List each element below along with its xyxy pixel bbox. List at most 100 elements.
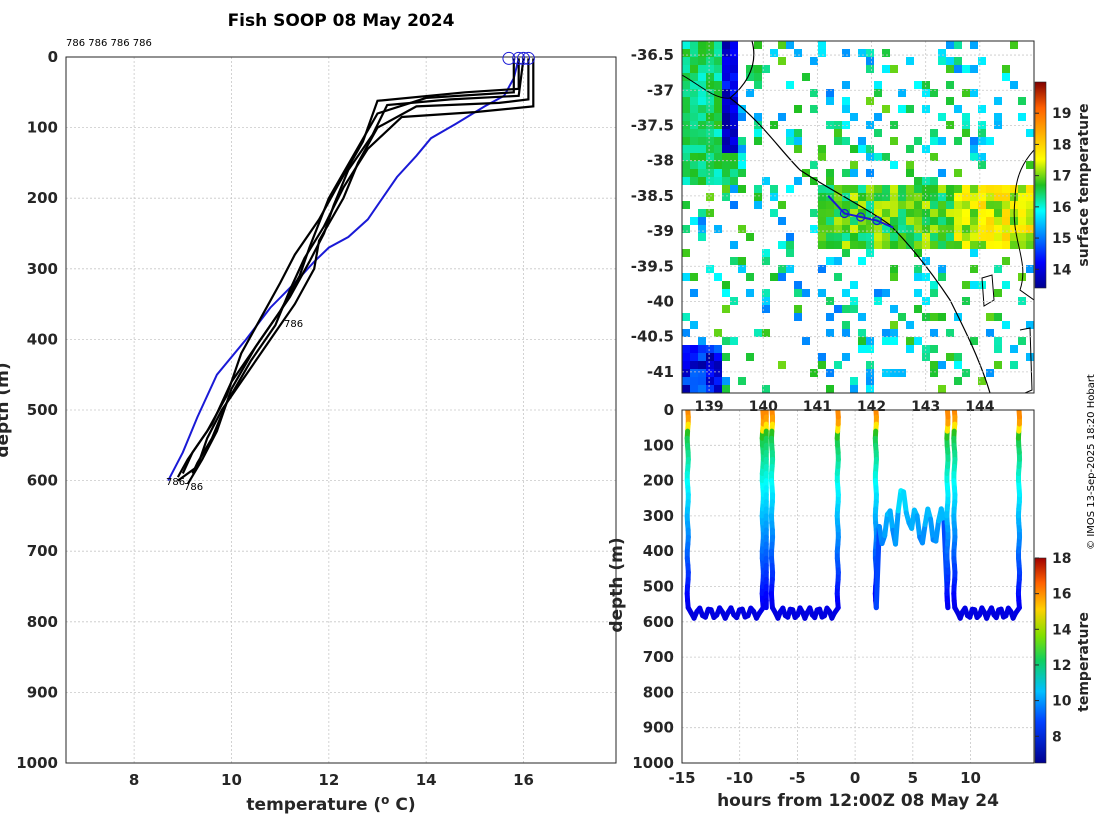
sst-cell (706, 209, 714, 217)
sst-cell (722, 73, 730, 81)
sst-cell (906, 169, 914, 177)
sst-cell (938, 225, 946, 233)
sst-cell (850, 145, 858, 153)
cast-window (768, 410, 841, 621)
sst-cell (842, 201, 850, 209)
sst-cell (722, 49, 730, 57)
sst-cell (946, 193, 954, 201)
map-y-tick-label: -37 (647, 81, 674, 99)
sst-cell (826, 241, 834, 249)
map-y-tick-label: -40.5 (631, 328, 674, 346)
sst-cell (930, 241, 938, 249)
sst-cell (994, 361, 1002, 369)
sst-cell (850, 185, 858, 193)
sst-cell (842, 193, 850, 201)
sst-cell (722, 353, 730, 361)
sst-cell (938, 273, 946, 281)
sst-cell (762, 297, 770, 305)
sst-cell (866, 97, 874, 105)
sst-cell (890, 161, 898, 169)
sst-cell (722, 385, 730, 393)
sst-cell (1026, 217, 1034, 225)
sst-cell (978, 233, 986, 241)
sst-cell (706, 369, 714, 377)
sst-cell (1010, 225, 1018, 233)
sst-cell (930, 129, 938, 137)
sst-cell (874, 129, 882, 137)
x-tick-label: 8 (129, 771, 139, 789)
sst-cell (754, 201, 762, 209)
sst-cell (906, 193, 914, 201)
sst-cell (722, 57, 730, 65)
sst-cell (706, 353, 714, 361)
sst-cell (698, 121, 706, 129)
map-colorbar-tick-label: 16 (1052, 200, 1071, 216)
sst-cell (786, 129, 794, 137)
sst-cell (730, 297, 738, 305)
sst-cell (714, 225, 722, 233)
sst-cell (842, 81, 850, 89)
sst-cell (898, 241, 906, 249)
sst-cell (890, 369, 898, 377)
sst-cell (978, 185, 986, 193)
sst-cell (738, 153, 746, 161)
sst-cell (794, 145, 802, 153)
sst-cell (914, 209, 922, 217)
section-colorbar-tick-label: 14 (1052, 622, 1072, 638)
sst-cell (970, 209, 978, 217)
sst-cell (914, 249, 922, 257)
sst-cell (730, 65, 738, 73)
sst-cell (722, 185, 730, 193)
sst-cell (954, 209, 962, 217)
sst-cell (866, 361, 874, 369)
sst-cell (954, 57, 962, 65)
sst-cell (722, 81, 730, 89)
sst-cell (850, 201, 858, 209)
sst-cell (954, 137, 962, 145)
sst-cell (954, 225, 962, 233)
section-colorbar-tick-label: 10 (1052, 694, 1072, 710)
profile-label-1: 786 (284, 319, 303, 330)
sst-cell (762, 257, 770, 265)
sst-cell (1002, 73, 1010, 81)
y-tick-label: 300 (27, 260, 58, 278)
sst-cell (794, 177, 802, 185)
sst-cell (978, 121, 986, 129)
sst-cell (714, 377, 722, 385)
sst-cell (730, 137, 738, 145)
section-casts (684, 410, 1023, 621)
sst-cell (1018, 217, 1026, 225)
sst-cell (690, 345, 698, 353)
sst-cell (882, 105, 890, 113)
sst-cell (826, 169, 834, 177)
map-colorbar-label: surface temperature (1076, 103, 1092, 266)
map-colorbar-tick-label: 14 (1052, 262, 1072, 278)
sst-cell (818, 225, 826, 233)
temperature-section-plot: -15 -10 -5 0 5 100100200300400500600700800900… (607, 401, 1092, 811)
sst-cell (842, 241, 850, 249)
sst-cell (682, 57, 690, 65)
sst-cell (938, 113, 946, 121)
sst-cell (850, 217, 858, 225)
sst-cell (1026, 161, 1034, 169)
sst-cell (690, 121, 698, 129)
sst-cell (818, 153, 826, 161)
sst-cell (834, 305, 842, 313)
sst-cell (890, 209, 898, 217)
x-tick-label: 10 (221, 771, 242, 789)
sst-cell (826, 225, 834, 233)
sst-cell (810, 161, 818, 169)
sst-cell (970, 217, 978, 225)
map-y-tick-label: -38 (647, 152, 674, 170)
x-tick-label: 14 (416, 771, 437, 789)
surface-marker (517, 51, 531, 65)
cast-segment (882, 511, 890, 539)
sst-cell (1002, 201, 1010, 209)
sst-cell (906, 209, 914, 217)
sst-cell (834, 129, 842, 137)
cast-segment (944, 410, 951, 420)
sst-cell (698, 209, 706, 217)
sst-cell (914, 185, 922, 193)
temperature-depth-profile-plot: Fish SOOP 08 May 2024 786 786 786 786 8 1… (0, 11, 617, 815)
sst-cell (698, 49, 706, 57)
